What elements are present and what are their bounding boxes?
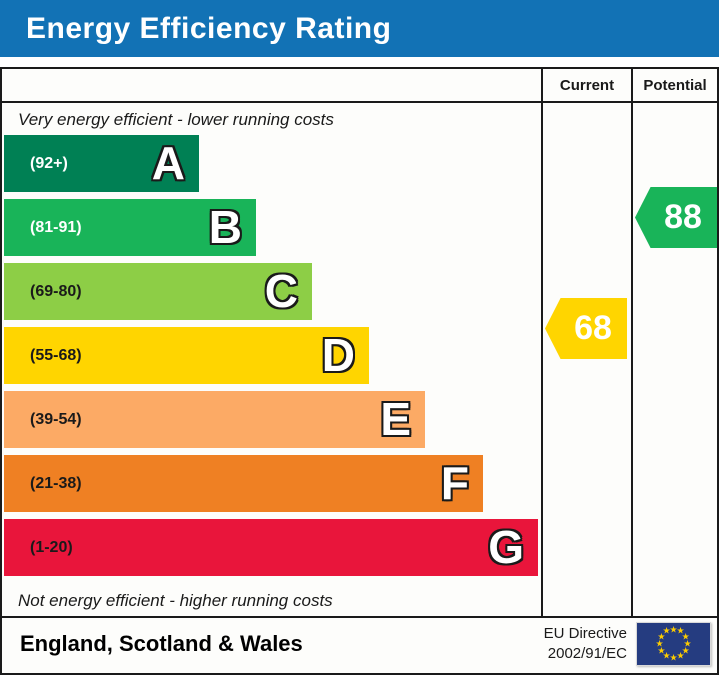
band-letter: C	[264, 265, 298, 317]
region-label: England, Scotland & Wales	[20, 630, 303, 656]
band-range-label: (1-20)	[30, 538, 73, 556]
band-letter: B	[208, 201, 242, 253]
eu-directive-line2: 2002/91/EC	[547, 644, 627, 662]
band-D: (55-68) D	[4, 327, 369, 384]
current-rating-arrow: 68	[545, 298, 627, 359]
eu-directive-line1: EU Directive	[543, 625, 627, 642]
potential-column: 88	[631, 103, 717, 618]
band-range-label: (21-38)	[30, 474, 82, 492]
potential-rating-value: 88	[664, 198, 702, 236]
current-rating-value: 68	[574, 309, 612, 347]
potential-rating-arrow: 88	[635, 187, 717, 248]
eu-flag-star: ★	[669, 652, 678, 662]
table-header-row: Current Potential	[2, 69, 717, 103]
header-cell-current: Current	[541, 69, 631, 101]
energy-rating-table: Current Potential Very energy efficient …	[0, 67, 719, 675]
eu-flag-star: ★	[676, 625, 685, 636]
eu-flag-star: ★	[657, 631, 666, 641]
band-range-label: (92+)	[30, 154, 68, 172]
eu-flag-star: ★	[662, 650, 671, 661]
band-range-label: (81-91)	[30, 218, 82, 236]
current-column: 68	[541, 103, 631, 618]
eu-flag-star: ★	[655, 638, 664, 648]
page-title: Energy Efficiency Rating	[26, 11, 392, 45]
header-cell-empty	[2, 69, 541, 101]
band-G: (1-20) G	[4, 519, 538, 576]
header-cell-potential: Potential	[631, 69, 717, 101]
eu-flag-star: ★	[657, 645, 666, 655]
eu-flag-star: ★	[669, 624, 678, 634]
inefficient-note: Not energy efficient - higher running co…	[18, 591, 333, 610]
band-B: (81-91) B	[4, 199, 256, 256]
band-letter: E	[380, 393, 411, 445]
eu-flag-icon: ★ ★ ★ ★ ★ ★ ★ ★ ★ ★ ★ ★	[636, 621, 711, 666]
title-table-gap	[0, 57, 719, 67]
eu-directive-label: EU Directive 2002/91/EC	[544, 624, 627, 663]
eu-flag-star: ★	[681, 645, 690, 655]
band-letter: F	[440, 457, 469, 509]
band-range-label: (55-68)	[30, 346, 82, 364]
title-bar: Energy Efficiency Rating	[0, 0, 719, 57]
band-letter: D	[321, 329, 355, 381]
rating-bands-area: Very energy efficient - lower running co…	[2, 103, 541, 618]
eu-flag-star: ★	[662, 625, 671, 636]
band-range-label: (69-80)	[30, 282, 82, 300]
band-E: (39-54) E	[4, 391, 425, 448]
band-C: (69-80) C	[4, 263, 312, 320]
band-letter: A	[151, 137, 185, 189]
band-F: (21-38) F	[4, 455, 483, 512]
band-range-label: (39-54)	[30, 410, 82, 428]
chart-row: Very energy efficient - lower running co…	[2, 103, 717, 618]
footer-row: England, Scotland & Wales EU Directive 2…	[2, 618, 717, 669]
eu-flag-star: ★	[683, 638, 692, 648]
eu-flag-star: ★	[681, 631, 690, 641]
band-A: (92+) A	[4, 135, 199, 192]
efficient-note: Very energy efficient - lower running co…	[18, 110, 334, 129]
eu-flag-star: ★	[676, 650, 685, 661]
band-letter: G	[488, 521, 524, 573]
